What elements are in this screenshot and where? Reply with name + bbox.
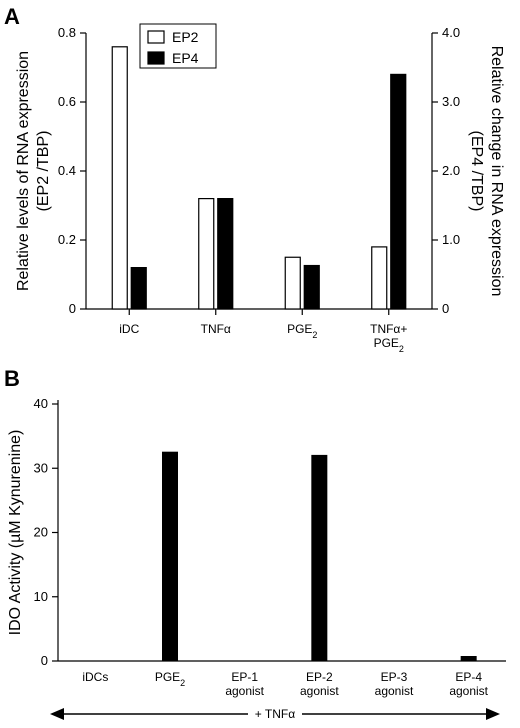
chart-a-y2-tick-label: 2.0 xyxy=(442,163,460,178)
arrow-label-bg xyxy=(248,705,302,723)
chart-a-category-label: TNFα xyxy=(201,322,231,336)
chart-b-ylabel: IDO Activity (µM Kynurenine) xyxy=(7,430,24,636)
svg-text:IDO Activity (µM Kynurenine): IDO Activity (µM Kynurenine) xyxy=(7,430,24,636)
chart-b-y-tick-label: 40 xyxy=(34,396,48,411)
chart-b-tnf-arrow: + TNFα xyxy=(50,705,500,723)
chart-a-y2-tick-label: 3.0 xyxy=(442,94,460,109)
chart-b-y-tick-label: 20 xyxy=(34,525,48,540)
chart-a-y2-tick-label: 0 xyxy=(442,301,449,316)
chart-b-bar xyxy=(162,451,178,662)
chart-b-bar xyxy=(311,454,328,662)
chart-a-bar-ep4 xyxy=(390,73,407,310)
chart-b-category-label: iDCs xyxy=(82,670,108,684)
chart-b-y-tick-label: 30 xyxy=(34,460,48,475)
chart-a-bar-ep4 xyxy=(130,267,147,310)
chart-a-y-tick-label: 0.2 xyxy=(58,232,76,247)
chart-b-category-label: EP-4 agonist xyxy=(449,670,488,698)
chart-a-bar-ep4 xyxy=(303,264,320,310)
chart-a-y-tick-label: 0 xyxy=(69,301,76,316)
chart-b-category-label: PGE2 xyxy=(155,670,185,688)
chart-a-category-label: iDC xyxy=(119,322,139,336)
chart-b: 0 10 20 30 40 IDO Activity (µM Kynurenine) iDC… xyxy=(7,396,506,723)
chart-b-category-label: EP-3 agonist xyxy=(375,670,414,698)
chart-a-ylabel: Relative levels of RNA expression (EP2 /T… xyxy=(15,51,52,291)
chart-a-category-label: TNFα+ PGE2 xyxy=(370,322,407,354)
arrow-head-left xyxy=(50,708,64,720)
svg-text:Relative change in RNA express: Relative change in RNA expression(EP4 /T… xyxy=(468,46,505,297)
legend-swatch-ep2 xyxy=(147,30,165,44)
chart-b-category-label: EP-1 agonist xyxy=(225,670,264,698)
chart-b-category-label: EP-2 agonist xyxy=(300,670,339,698)
chart-a-category-label: PGE2 xyxy=(287,322,317,340)
chart-a-y-tick-label: 0.6 xyxy=(58,94,76,109)
legend-label-ep2: EP2 xyxy=(172,29,199,45)
chart-a-bar-ep2 xyxy=(284,256,301,310)
chart-b-bar xyxy=(460,656,477,662)
chart-a-y-tick-label: 0.8 xyxy=(58,25,76,40)
legend-label-ep4: EP4 xyxy=(172,50,199,66)
svg-text:Relative levels of RNA express: Relative levels of RNA expression (EP2 /T… xyxy=(15,51,52,291)
chart-a-bar-ep2 xyxy=(371,246,388,310)
chart-a-y-tick-label: 0.4 xyxy=(58,163,76,178)
chart-b-y-tick-label: 0 xyxy=(41,653,48,668)
panel-a-label: A xyxy=(4,4,20,29)
legend-swatch-ep4 xyxy=(147,51,165,65)
chart-a: 0 0.2 0.4 0.6 0.8 0 1.0 2.0 3.0 4.0 Relative level… xyxy=(15,23,505,354)
chart-a-y2-tick-label: 4.0 xyxy=(442,25,460,40)
arrow-head-right xyxy=(486,708,500,720)
chart-b-y-tick-label: 10 xyxy=(34,589,48,604)
chart-a-bar-ep2 xyxy=(198,198,215,310)
chart-a-y2-tick-label: 1.0 xyxy=(442,232,460,247)
chart-a-bar-ep4 xyxy=(217,198,234,310)
chart-a-bar-ep2 xyxy=(111,46,128,310)
panel-b-label: B xyxy=(4,366,20,391)
chart-b-annotation: + TNFα xyxy=(255,707,295,721)
chart-a-y2label: Relative change in RNA expression(EP4 /T… xyxy=(468,46,505,297)
